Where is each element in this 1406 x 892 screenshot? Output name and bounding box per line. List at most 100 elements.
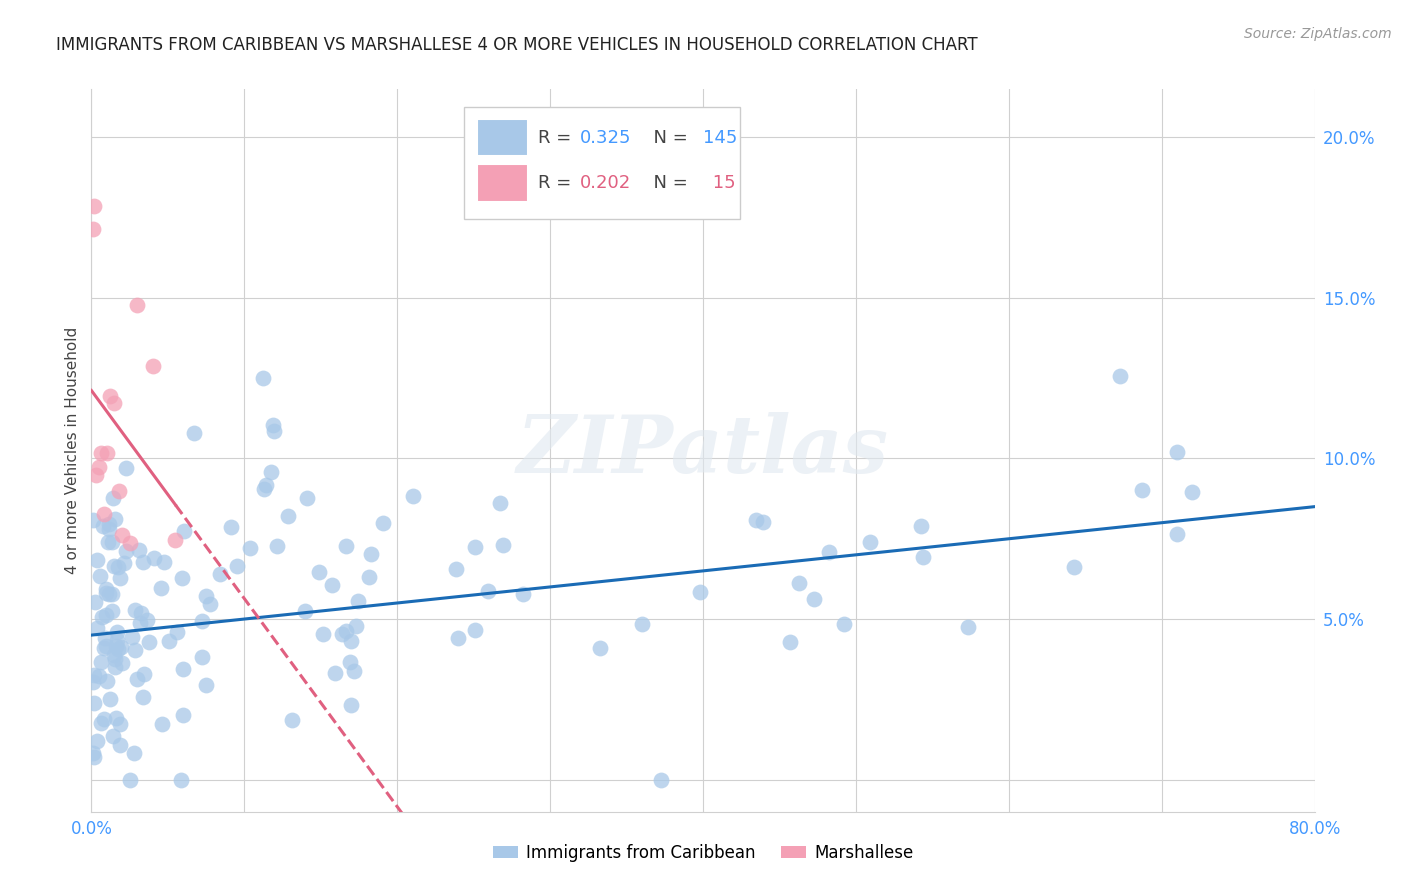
Point — [111, 528, 134, 542]
Point — [103, 558, 125, 573]
Point — [124, 602, 146, 616]
Point — [321, 578, 343, 592]
Point — [492, 538, 515, 552]
Text: 145: 145 — [703, 128, 737, 146]
Text: 0.202: 0.202 — [579, 174, 631, 192]
Point — [132, 556, 155, 570]
Point — [779, 635, 801, 649]
Point — [100, 535, 122, 549]
Point — [165, 533, 187, 548]
Point — [789, 576, 811, 591]
Point — [956, 620, 979, 634]
Point — [335, 624, 357, 639]
Point — [125, 672, 148, 686]
Point — [86, 621, 108, 635]
Point — [330, 626, 353, 640]
Point — [82, 222, 104, 236]
Point — [87, 460, 110, 475]
Point — [98, 516, 121, 531]
Text: R =: R = — [538, 128, 576, 146]
Point — [308, 565, 330, 579]
Point — [589, 641, 612, 656]
Point — [83, 667, 105, 681]
Point — [128, 542, 150, 557]
Point — [263, 424, 285, 438]
Point — [94, 632, 117, 646]
Point — [323, 665, 346, 680]
Point — [172, 662, 194, 676]
Point — [86, 734, 108, 748]
Point — [93, 640, 115, 655]
Point — [191, 649, 214, 664]
Point — [141, 359, 163, 373]
Point — [93, 712, 115, 726]
Point — [752, 516, 775, 530]
Point — [1166, 527, 1188, 541]
Point — [745, 513, 768, 527]
Point — [239, 541, 262, 555]
Y-axis label: 4 or more Vehicles in Household: 4 or more Vehicles in Household — [65, 326, 80, 574]
Point — [90, 446, 112, 460]
Point — [911, 550, 934, 565]
Point — [311, 627, 333, 641]
Point — [134, 667, 156, 681]
Point — [344, 619, 367, 633]
Point — [335, 539, 357, 553]
Point — [110, 640, 132, 654]
Point — [253, 483, 276, 497]
Point — [169, 772, 191, 787]
Point — [1109, 369, 1132, 384]
Point — [226, 559, 249, 574]
Point — [263, 418, 285, 433]
Point — [105, 632, 128, 647]
Point — [401, 489, 423, 503]
Point — [357, 569, 380, 583]
Point — [89, 569, 111, 583]
Point — [83, 696, 105, 710]
Point — [111, 656, 134, 670]
Point — [650, 772, 672, 787]
Point — [343, 664, 366, 678]
Point — [1130, 483, 1153, 497]
Point — [94, 607, 117, 622]
Point — [132, 690, 155, 704]
Point — [97, 523, 120, 537]
Point — [803, 592, 825, 607]
Point — [96, 639, 118, 653]
Point — [172, 707, 194, 722]
Point — [129, 606, 152, 620]
Point — [103, 395, 125, 409]
Text: N =: N = — [643, 174, 693, 192]
Point — [818, 545, 841, 559]
Point — [1063, 560, 1085, 574]
Point — [103, 648, 125, 663]
Point — [108, 484, 131, 499]
Point — [98, 587, 121, 601]
Text: R =: R = — [538, 174, 576, 192]
Point — [129, 615, 152, 630]
Point — [104, 512, 127, 526]
Point — [1181, 485, 1204, 500]
Point — [259, 465, 281, 479]
Point — [115, 544, 138, 558]
Point — [373, 516, 395, 530]
Point — [87, 668, 110, 682]
Point — [122, 746, 145, 760]
Point — [190, 614, 212, 628]
Point — [90, 655, 112, 669]
Point — [266, 539, 288, 553]
Point — [142, 551, 165, 566]
FancyBboxPatch shape — [477, 119, 529, 156]
Point — [195, 678, 218, 692]
Point — [91, 518, 114, 533]
Point — [94, 582, 117, 596]
Text: Source: ZipAtlas.com: Source: ZipAtlas.com — [1244, 27, 1392, 41]
Point — [834, 616, 856, 631]
Point — [107, 641, 129, 656]
Point — [166, 625, 188, 640]
Point — [103, 491, 125, 505]
Point — [859, 535, 882, 549]
Point — [297, 491, 319, 506]
Point — [98, 389, 121, 403]
Point — [104, 652, 127, 666]
